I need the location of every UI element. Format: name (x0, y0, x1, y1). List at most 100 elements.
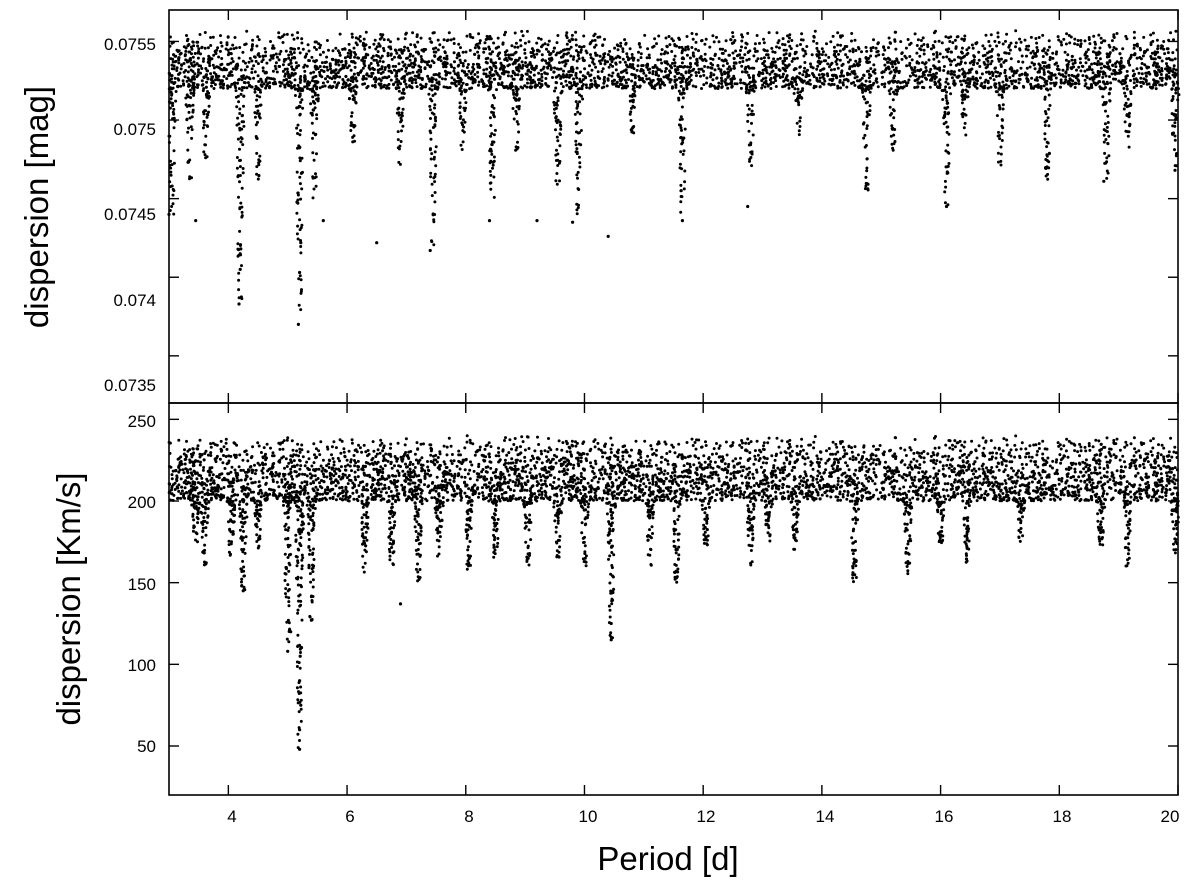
top-data-point (578, 161, 582, 165)
top-data-point (596, 35, 600, 39)
top-data-point (338, 51, 341, 55)
top-data-point (681, 138, 685, 142)
top-data-point (305, 52, 309, 56)
top-data-point (665, 44, 669, 48)
top-data-point (311, 95, 315, 99)
top-data-point (473, 53, 477, 56)
top-data-point (241, 113, 244, 117)
top-data-point (546, 65, 550, 69)
top-data-point (679, 84, 683, 88)
top-data-point (202, 150, 206, 154)
top-data-point (274, 52, 278, 56)
top-data-point (238, 180, 241, 184)
top-data-point (1095, 62, 1099, 66)
top-data-point (1163, 52, 1167, 56)
top-data-point (300, 156, 304, 160)
top-data-point (1153, 71, 1157, 75)
top-data-point (656, 68, 660, 71)
top-data-point (400, 50, 404, 54)
top-data-point (1026, 48, 1030, 52)
top-data-point (900, 57, 904, 61)
top-data-point (227, 51, 231, 55)
top-data-point (709, 57, 713, 61)
top-data-point (462, 130, 466, 134)
top-data-point (1069, 66, 1073, 70)
top-data-point (1144, 50, 1147, 54)
top-data-point (361, 59, 365, 63)
top-data-point (217, 66, 221, 70)
top-data-point (188, 104, 192, 108)
top-data-point (212, 87, 216, 90)
top-data-point (173, 54, 177, 58)
top-data-point (790, 39, 794, 42)
top-data-point (523, 48, 527, 52)
top-data-point (1073, 61, 1077, 65)
top-data-point (646, 68, 650, 72)
top-data-point (915, 44, 919, 47)
top-data-point (1166, 51, 1170, 55)
top-data-point (864, 87, 868, 91)
top-data-point (315, 87, 319, 91)
top-data-point (242, 124, 246, 128)
top-data-point (1145, 65, 1149, 69)
top-data-point (1043, 61, 1047, 65)
top-data-point (478, 39, 482, 43)
top-data-point (258, 154, 262, 158)
top-data-point (463, 96, 467, 100)
top-data-point (212, 71, 216, 75)
top-data-point (549, 66, 553, 70)
top-data-point (1108, 59, 1112, 63)
top-data-point (219, 85, 223, 89)
top-data-point (204, 143, 207, 147)
top-data-point (492, 133, 496, 137)
top-data-point (928, 85, 932, 89)
top-data-point (964, 113, 968, 117)
top-data-point (1042, 68, 1046, 72)
top-data-point (214, 78, 217, 82)
top-data-point (413, 74, 417, 78)
top-data-point (963, 79, 967, 83)
bottom-data-point (224, 437, 228, 441)
top-data-point (488, 71, 492, 75)
top-data-point (1105, 55, 1109, 59)
top-data-point (364, 43, 368, 47)
top-data-point (679, 136, 683, 140)
top-data-point (1093, 40, 1097, 44)
top-data-point (293, 72, 297, 76)
top-data-point (1046, 177, 1050, 181)
top-data-point (443, 69, 447, 73)
top-data-point (398, 97, 402, 101)
top-data-point (561, 48, 565, 52)
top-data-point (313, 106, 317, 110)
top-data-point (747, 129, 751, 133)
top-data-point (299, 100, 303, 104)
top-data-point (1126, 97, 1130, 101)
top-data-point (1074, 81, 1078, 85)
top-data-point (1088, 42, 1092, 46)
top-data-point (865, 157, 869, 161)
top-data-point (256, 120, 259, 124)
top-data-point (1166, 67, 1169, 71)
top-data-point (869, 49, 873, 53)
top-data-point (452, 37, 456, 41)
top-data-point (192, 91, 196, 95)
top-data-point (249, 48, 253, 52)
top-data-point (1051, 56, 1055, 60)
top-data-point (362, 74, 366, 78)
top-data-point (1159, 46, 1163, 50)
top-data-point (349, 124, 353, 127)
top-data-point (561, 60, 564, 64)
top-data-point (1032, 63, 1036, 67)
top-data-point (787, 83, 791, 87)
top-data-point (774, 79, 778, 83)
top-data-point (897, 71, 901, 75)
top-data-point (798, 65, 802, 69)
top-data-point (1167, 57, 1171, 60)
top-data-point (720, 79, 724, 83)
top-data-point (169, 57, 173, 61)
top-data-point (850, 39, 853, 43)
top-data-point (555, 135, 559, 139)
top-data-point (376, 63, 380, 67)
top-data-point (1059, 80, 1063, 84)
top-data-point (949, 35, 953, 39)
